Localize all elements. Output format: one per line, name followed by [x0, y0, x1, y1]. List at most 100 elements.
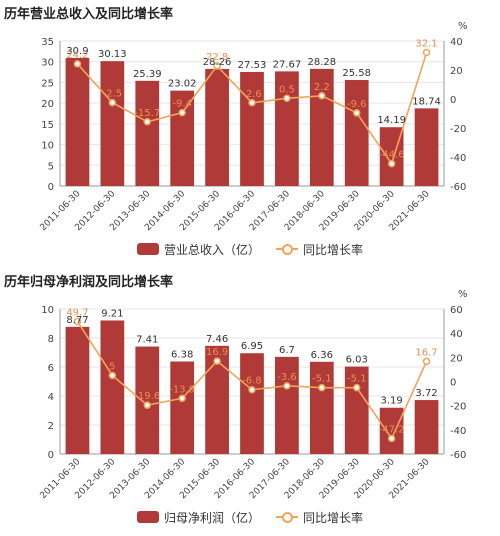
growth-point [387, 434, 396, 443]
chart-legend: 归母净利润（亿） 同比增长率 [0, 506, 500, 528]
bar [65, 326, 90, 454]
legend-bar-swatch [136, 511, 159, 523]
bar [170, 361, 195, 454]
growth-data-label: 49.7 [66, 307, 88, 318]
growth-point [283, 382, 291, 390]
y2-tick-label: 20 [450, 66, 463, 77]
bar-data-label: 23.02 [168, 79, 197, 90]
legend-item-line[interactable]: 同比增长率 [276, 241, 363, 258]
legend-label: 同比增长率 [303, 510, 364, 525]
bar-data-label: 6.03 [346, 355, 368, 366]
bar [379, 127, 404, 186]
bar-data-label: 7.41 [136, 335, 158, 346]
y-tick-label: 30 [41, 58, 54, 69]
legend-label: 归母净利润（亿） [163, 510, 260, 525]
y2-tick-label: 20 [450, 353, 463, 364]
net-profit-chart-panel: 历年归母净利润及同比增长率 0 2 4 6 8 10 -60 -40 -20 0 20 40 60% 20… [0, 268, 500, 536]
chart-title: 历年营业总收入及同比增长率 [4, 7, 174, 22]
bar [65, 57, 90, 186]
y2-tick-label: 0 [450, 95, 456, 106]
chart-legend: 营业总收入（亿） 同比增长率 [0, 238, 500, 260]
bar-data-label: 25.58 [342, 68, 371, 79]
bar [414, 400, 439, 454]
growth-point [108, 98, 117, 107]
growth-point [213, 357, 221, 365]
growth-point [213, 62, 221, 70]
net-profit-chart: 0246810-60-40-200204060%2011-06-302012-0… [39, 289, 468, 501]
bar-data-label: 27.53 [238, 60, 267, 71]
y-tick-label: 25 [41, 78, 54, 89]
bar-data-label: 6.95 [241, 341, 263, 352]
growth-point [108, 371, 117, 380]
growth-data-label: -5.1 [312, 374, 332, 385]
growth-data-label: -15.7 [134, 108, 160, 119]
legend-item-bar[interactable]: 归母净利润（亿） [136, 509, 260, 526]
growth-data-label: -47.2 [379, 425, 405, 436]
growth-data-label: 16.7 [415, 347, 437, 358]
growth-point [422, 48, 431, 57]
y-tick-label: 10 [41, 305, 54, 316]
growth-data-label: -3.6 [277, 372, 297, 383]
y2-tick-label: -60 [450, 450, 466, 461]
bar [100, 320, 125, 454]
growth-data-label: -5.1 [347, 374, 367, 385]
y-tick-label: 2 [48, 421, 54, 432]
growth-data-label: 16.9 [206, 347, 228, 358]
bar [240, 71, 264, 186]
growth-point [73, 60, 82, 68]
growth-point [248, 385, 256, 394]
growth-point [352, 109, 361, 117]
growth-data-label: 0.5 [279, 84, 295, 95]
y-tick-label: 20 [41, 99, 54, 110]
growth-data-label: 24.2 [66, 50, 88, 61]
y2-tick-label: 40 [450, 37, 463, 48]
y-tick-label: 8 [48, 334, 54, 345]
growth-data-label: -13.9 [169, 384, 195, 395]
legend-item-bar[interactable]: 营业总收入（亿） [136, 241, 260, 258]
y2-tick-label: 60 [450, 305, 463, 316]
bar-data-label: 14.19 [377, 115, 406, 126]
y-tick-label: 5 [48, 161, 54, 172]
y2-tick-label: -20 [450, 402, 466, 413]
y2-tick-label: 0 [450, 378, 456, 389]
y2-unit-label: % [458, 21, 468, 32]
bar-data-label: 3.19 [381, 396, 403, 407]
y-tick-label: 4 [48, 392, 54, 403]
growth-point [352, 383, 361, 392]
growth-data-label: 22.8 [206, 52, 228, 63]
legend-label: 同比增长率 [303, 242, 364, 257]
bar-data-label: 25.39 [133, 69, 162, 80]
growth-point [283, 94, 291, 103]
bar-data-label: 3.72 [415, 388, 437, 399]
bar-data-label: 27.67 [273, 59, 302, 70]
growth-point [143, 401, 152, 409]
chart-title: 历年归母净利润及同比增长率 [4, 275, 174, 290]
bar-data-label: 6.36 [311, 350, 333, 361]
bar-data-label: 9.21 [101, 308, 123, 319]
growth-point [178, 108, 186, 117]
bar-data-label: 28.28 [307, 57, 336, 68]
bar [205, 345, 229, 454]
growth-data-label: -9.4 [172, 99, 192, 110]
bar [135, 80, 160, 186]
y-tick-label: 35 [41, 37, 54, 48]
legend-item-line[interactable]: 同比增长率 [276, 509, 363, 526]
bar [309, 361, 334, 454]
growth-data-label: -2.5 [103, 89, 123, 100]
bar [414, 108, 439, 186]
growth-point [387, 159, 396, 168]
bar-data-label: 18.74 [412, 96, 441, 107]
y-tick-label: 15 [41, 120, 54, 131]
growth-data-label: -9.6 [347, 99, 367, 110]
bar-data-label: 28.26 [203, 57, 232, 68]
y-tick-label: 6 [48, 363, 54, 374]
growth-data-label: 5 [109, 361, 115, 372]
bar-data-label: 30.9 [66, 46, 88, 57]
growth-point [73, 317, 82, 326]
growth-point [422, 357, 431, 366]
y2-tick-label: -20 [450, 124, 466, 135]
bar-data-label: 6.7 [279, 345, 295, 356]
bar [240, 353, 264, 454]
growth-data-label: 2.2 [314, 82, 330, 93]
legend-label: 营业总收入（亿） [163, 242, 260, 257]
